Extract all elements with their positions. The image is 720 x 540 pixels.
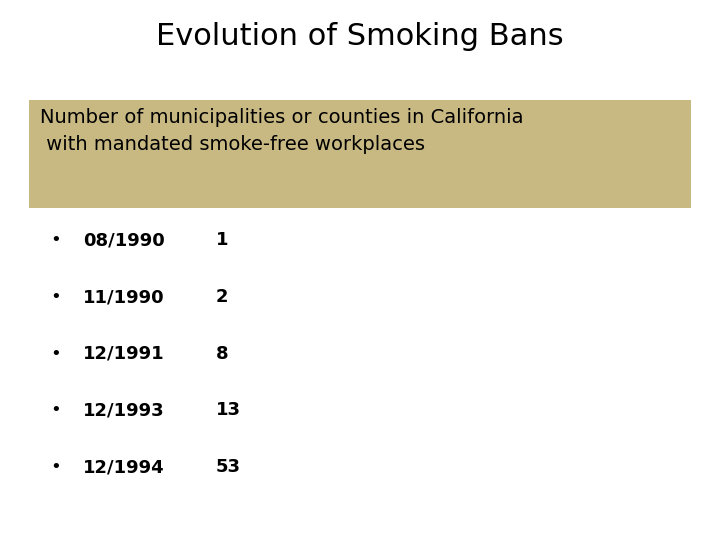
Text: •: • — [50, 345, 61, 363]
Text: 12/1994: 12/1994 — [83, 458, 164, 476]
Text: 08/1990: 08/1990 — [83, 231, 165, 249]
Text: 2: 2 — [216, 288, 228, 306]
Text: •: • — [50, 401, 61, 420]
Text: 1: 1 — [216, 231, 228, 249]
Text: 12/1991: 12/1991 — [83, 345, 164, 363]
Text: 13: 13 — [216, 401, 241, 420]
Text: •: • — [50, 231, 61, 249]
Text: 53: 53 — [216, 458, 241, 476]
Text: •: • — [50, 458, 61, 476]
Text: •: • — [50, 288, 61, 306]
Text: 8: 8 — [216, 345, 229, 363]
Text: 11/1990: 11/1990 — [83, 288, 164, 306]
FancyBboxPatch shape — [29, 100, 691, 208]
Text: Evolution of Smoking Bans: Evolution of Smoking Bans — [156, 22, 564, 51]
Text: 12/1993: 12/1993 — [83, 401, 164, 420]
Text: Number of municipalities or counties in California
 with mandated smoke-free wor: Number of municipalities or counties in … — [40, 108, 523, 153]
